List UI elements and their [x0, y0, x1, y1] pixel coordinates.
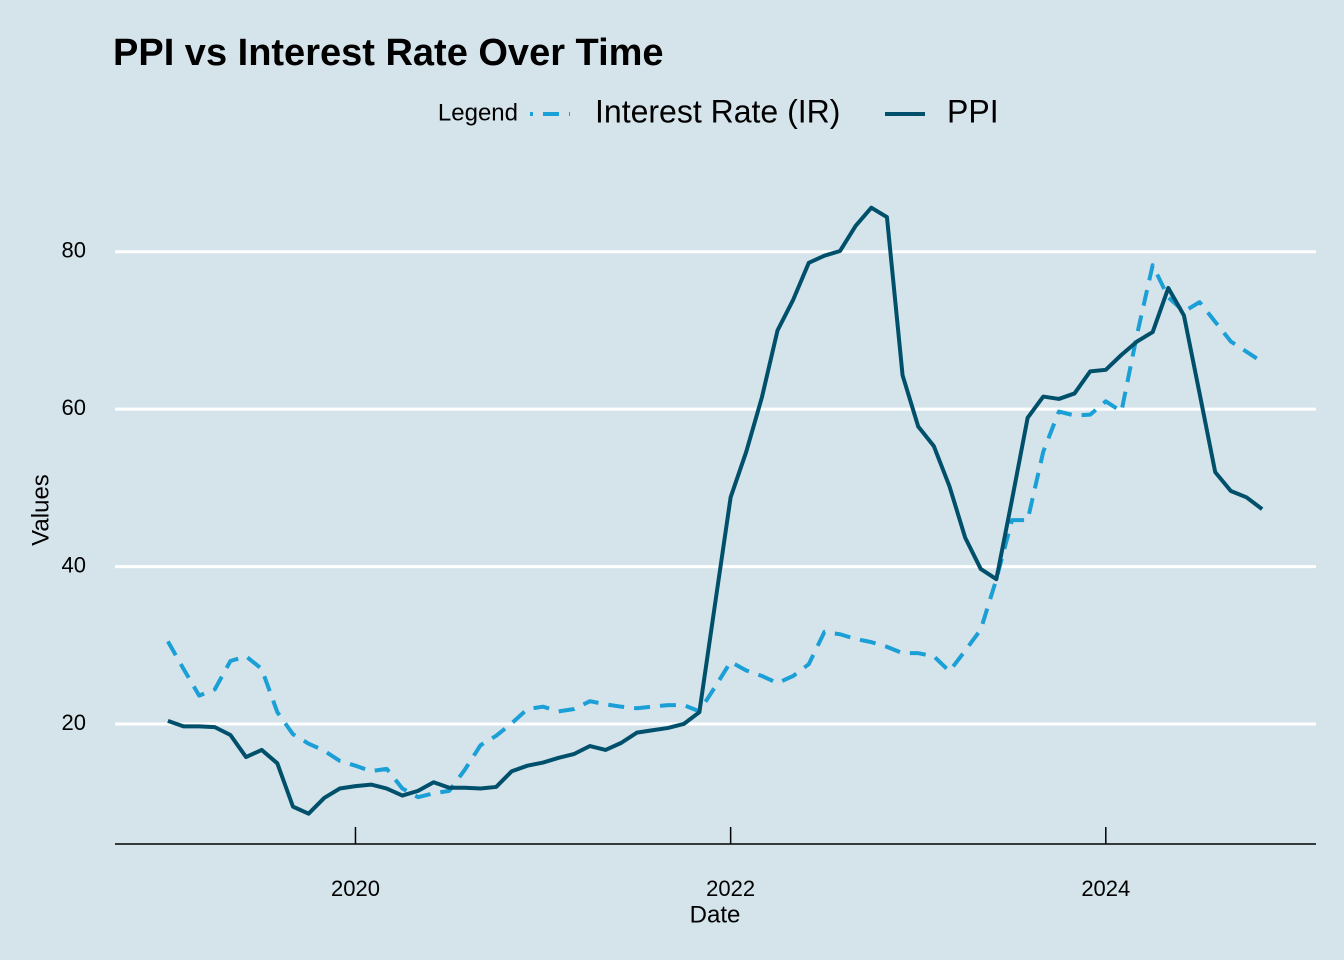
legend-title: Legend: [438, 99, 518, 126]
chart-title: PPI vs Interest Rate Over Time: [113, 32, 664, 74]
y-axis-label: Values: [27, 474, 54, 546]
series-line: [166, 263, 1264, 800]
x-tick-label: 2024: [1081, 876, 1130, 901]
legend-label: PPI: [947, 93, 999, 129]
x-tick-label: 2022: [706, 876, 755, 901]
x-tick-label: 2020: [331, 876, 380, 901]
y-tick-label: 40: [62, 552, 86, 577]
y-tick-label: 20: [62, 710, 86, 735]
y-tick-label: 60: [62, 395, 86, 420]
x-axis-label: Date: [690, 901, 741, 928]
y-tick-label: 80: [62, 238, 86, 263]
series-line: [167, 205, 1264, 816]
legend-label: Interest Rate (IR): [595, 93, 840, 129]
